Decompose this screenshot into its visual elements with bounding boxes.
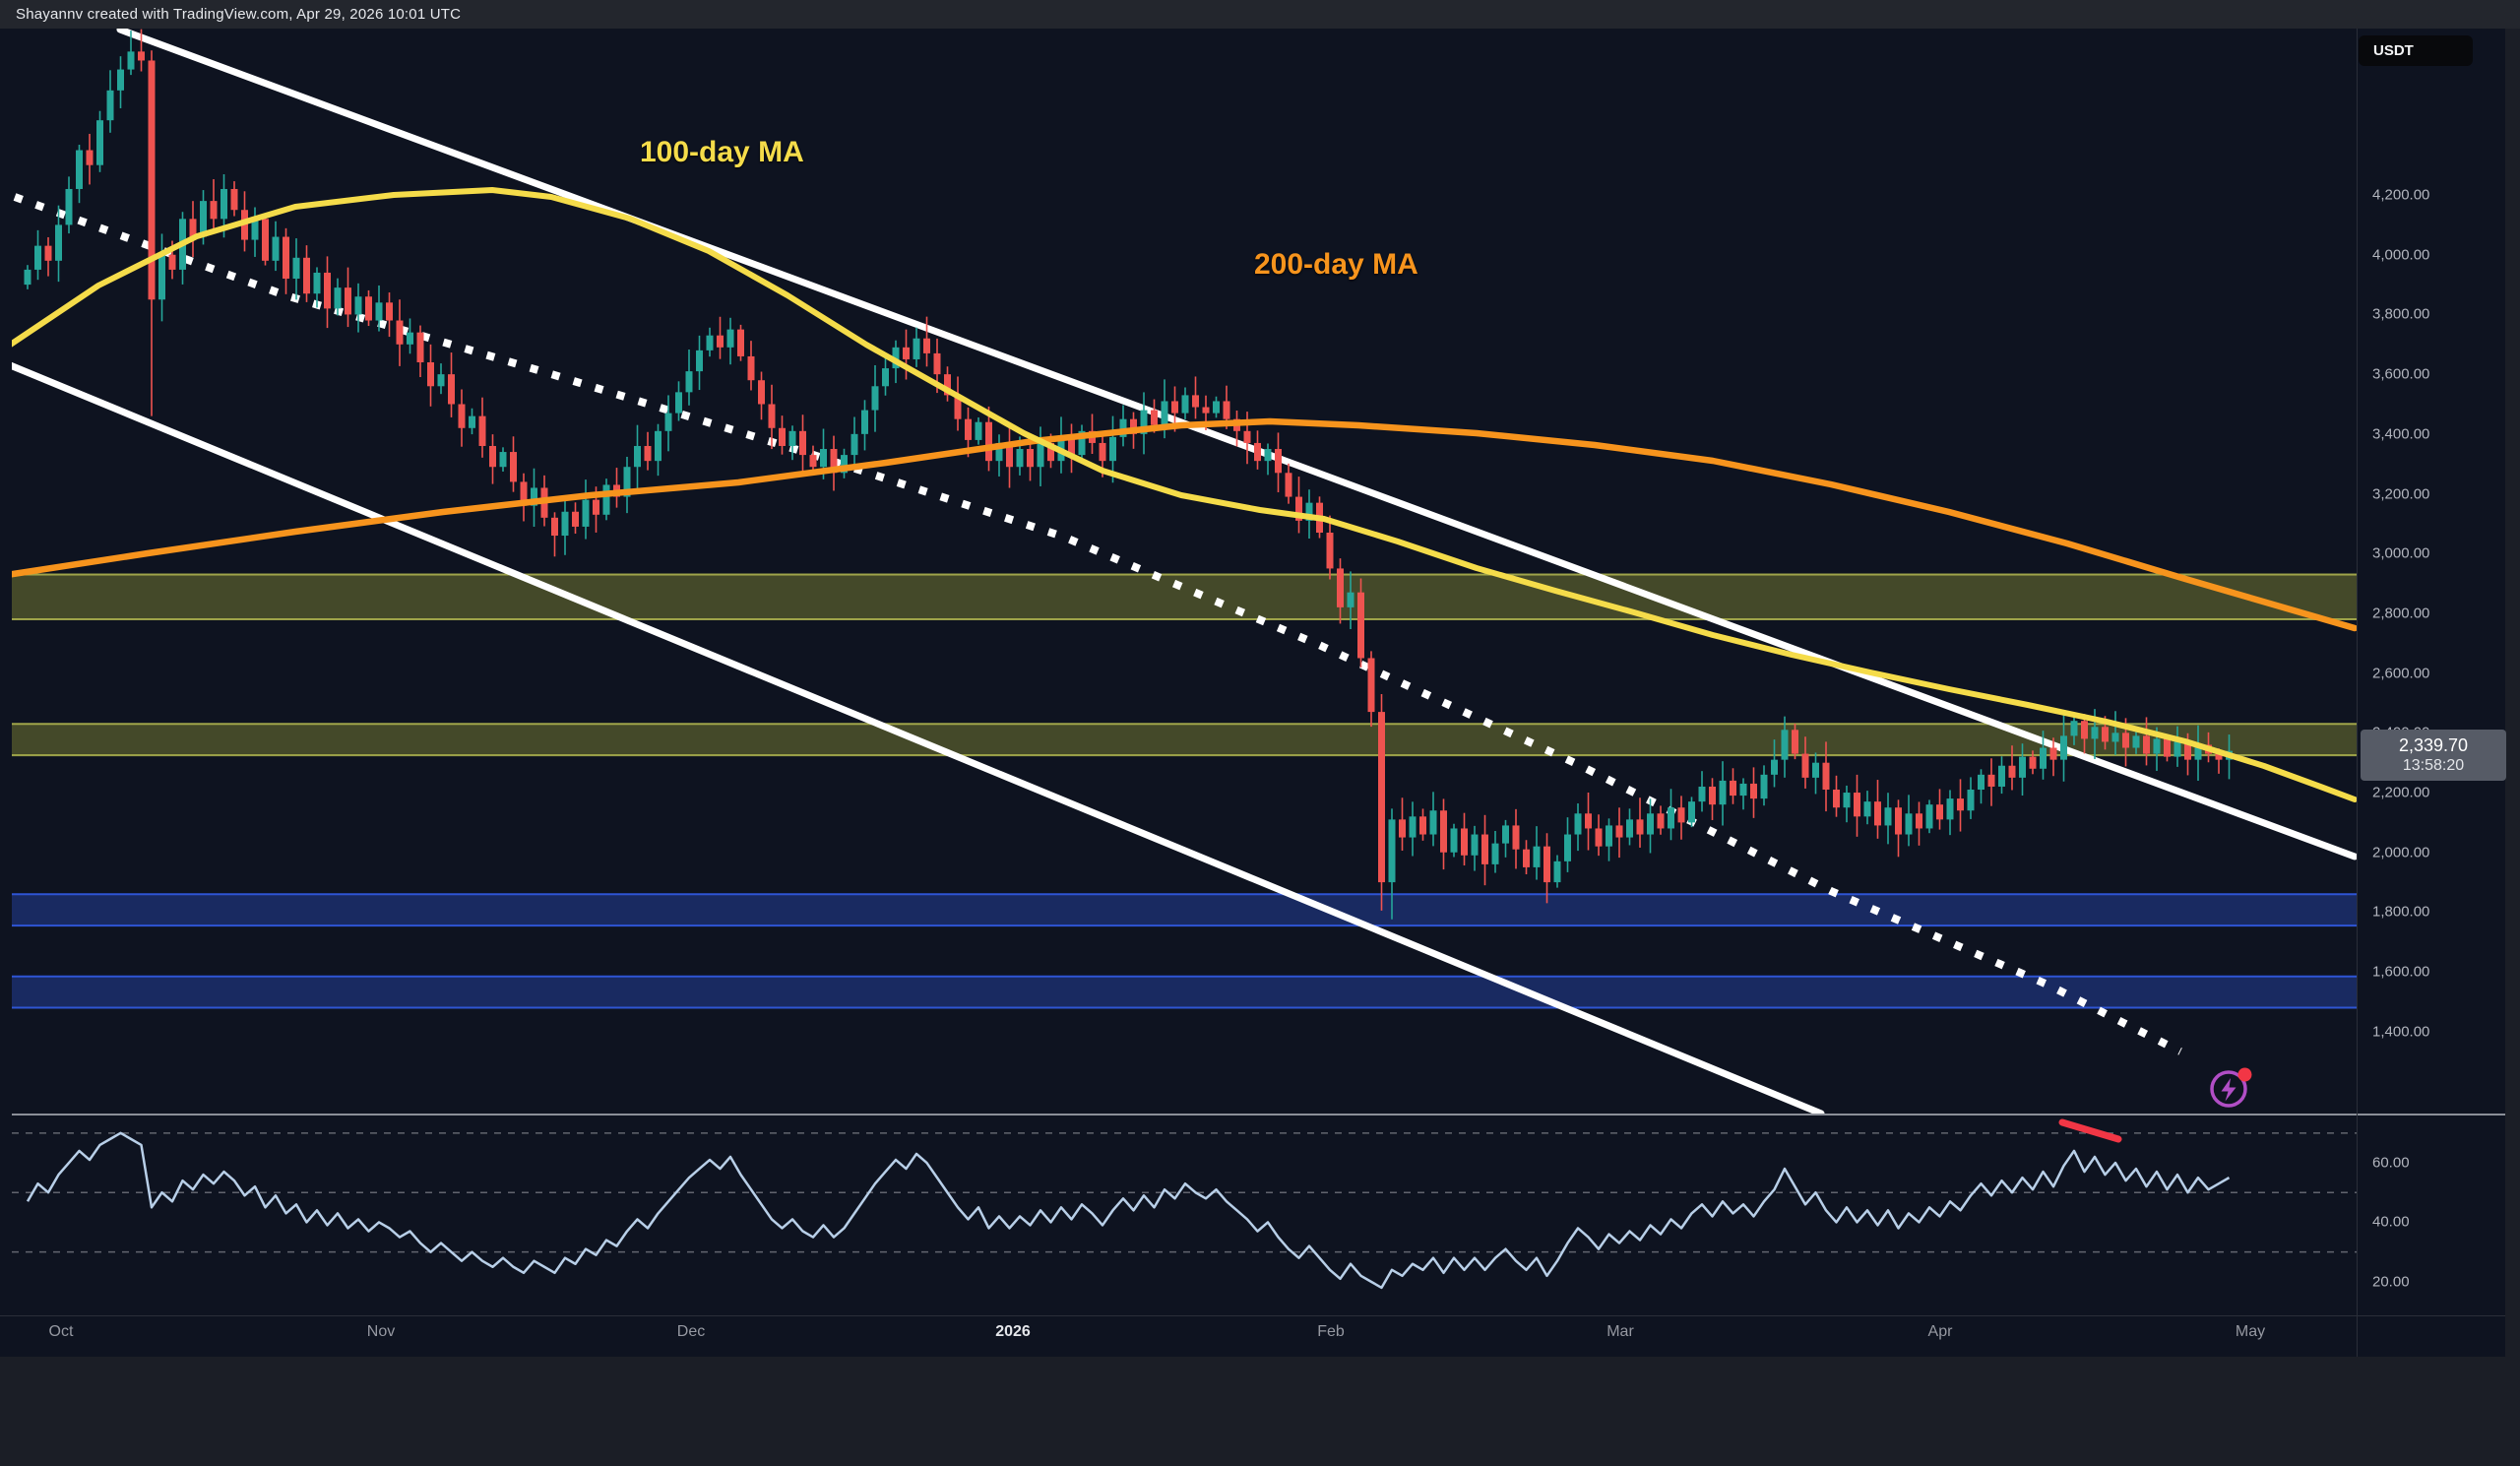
price-tick: 4,000.00 [2372,246,2430,264]
flash-idea-icon[interactable] [2207,1064,2254,1112]
time-tick-dec: Dec [676,1323,706,1340]
price-tick: 3,200.00 [2372,485,2430,503]
ma200-line [12,417,2357,632]
rsi-line [26,1131,2231,1290]
price-tick: 3,400.00 [2372,425,2430,443]
time-tick-oct: Oct [48,1323,74,1340]
zone-support-lower [12,976,2357,1008]
time-tick-may: May [2235,1323,2266,1340]
time-tick-feb: Feb [1317,1323,1345,1340]
rsi-tick: 40.00 [2372,1213,2410,1231]
timeline-separator [0,1315,2505,1316]
ma100-annotation: 100-day MA [640,136,804,168]
trendline-dotted [13,193,2182,1055]
price-tick: 2,200.00 [2372,784,2430,801]
price-tick: 1,600.00 [2372,963,2430,981]
zone-resistance-lower [12,724,2357,756]
bar-countdown: 13:58:20 [2402,757,2465,774]
pane-separator[interactable] [12,1114,2505,1115]
current-price-label: 2,339.70 13:58:20 [2361,730,2506,781]
price-tick: 1,400.00 [2372,1023,2430,1041]
right-margin [2505,29,2520,1357]
lightning-bolt-icon [2221,1078,2236,1102]
attribution-bar: Shayannv created with TradingView.com, A… [0,0,2520,30]
price-tick: 2,600.00 [2372,665,2430,682]
price-tick: 2,000.00 [2372,844,2430,861]
price-tick: 2,800.00 [2372,605,2430,622]
time-tick-nov: Nov [366,1323,396,1340]
zone-resistance-upper [12,574,2357,620]
price-tick: 3,000.00 [2372,544,2430,562]
price-tick: 3,600.00 [2372,365,2430,383]
trendline-lower [12,361,1825,1114]
notification-dot [2237,1067,2252,1082]
time-tick-2026: 2026 [995,1323,1031,1340]
footer-bar: TradingView [0,1357,2520,1466]
unit-toggle-label: USDT [2373,42,2414,59]
time-tick-mar: Mar [1606,1323,1634,1340]
price-tick: 3,800.00 [2372,305,2430,323]
rsi-tick: 60.00 [2372,1154,2410,1172]
ma100-line [12,187,2357,802]
ma200-annotation: 200-day MA [1254,248,1418,281]
rsi-chart-canvas[interactable] [12,1115,2357,1315]
chart-background [0,29,2505,1357]
current-price-value: 2,339.70 [2398,735,2469,755]
price-axis-border [2357,29,2358,1357]
price-tick: 1,800.00 [2372,903,2430,921]
time-tick-apr: Apr [1927,1323,1953,1340]
price-tick: 4,200.00 [2372,186,2430,204]
rsi-tick: 20.00 [2372,1273,2410,1291]
rsi-divergence-mark [2058,1118,2122,1143]
unit-toggle-button[interactable]: USDT [2359,35,2473,66]
price-chart-canvas[interactable] [12,29,2357,1114]
zone-support-upper [12,894,2357,926]
attribution-text: Shayannv created with TradingView.com, A… [16,6,462,23]
